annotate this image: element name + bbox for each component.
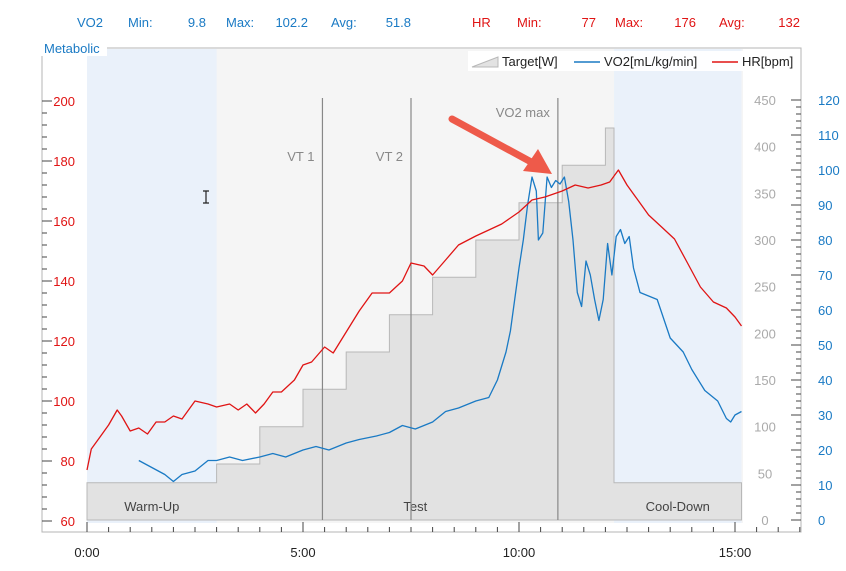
vo2-tick-label: 20 (818, 443, 832, 458)
vo2-tick-label: 100 (818, 163, 840, 178)
hr-avg-label: Avg: (719, 15, 745, 30)
phase-band (87, 49, 217, 523)
vo2-tick-label: 110 (818, 128, 839, 143)
vo2-label: VO2 (77, 15, 104, 30)
hr-label: HR (472, 15, 491, 30)
legend-label-vo2: VO2[mL/kg/min] (604, 54, 697, 69)
legend-label-target: Target[W] (502, 54, 558, 69)
marker-label: VT 1 (287, 149, 314, 164)
vo2-tick-label: 90 (818, 198, 832, 213)
target-tick-label: 300 (754, 233, 776, 248)
hr-avg-value: 132 (778, 15, 800, 30)
plot-frame (41, 47, 802, 533)
target-tick-label: 350 (754, 186, 776, 201)
annotation-arrowhead (523, 149, 552, 174)
vo2-series-line (138, 176, 742, 483)
hr-tick-label: 180 (53, 154, 75, 169)
annotation-arrow (448, 115, 537, 167)
hr-tick-label: 140 (53, 274, 75, 289)
hr-tick-label: 120 (53, 334, 75, 349)
hr-tick-label: 100 (53, 394, 75, 409)
legend-label-hr: HR[bpm] (742, 54, 793, 69)
target-tick-label: 250 (754, 280, 776, 295)
hr-min-value: 77 (581, 15, 596, 30)
target-tick-label: 450 (754, 93, 776, 108)
vo2-min-label: Min: (128, 15, 153, 30)
x-tick-label: 0:00 (74, 545, 99, 560)
vo2-max-value: 102.2 (275, 15, 308, 30)
target-tick-label: 100 (754, 420, 776, 435)
phase-label: Test (403, 499, 427, 514)
vo2-tick-label: 40 (818, 373, 832, 388)
vo2-tick-label: 120 (818, 93, 840, 108)
hr-tick-label: 160 (53, 214, 75, 229)
hr-series-line (86, 169, 743, 471)
target-tick-label: 150 (754, 373, 776, 388)
hr-min-label: Min: (517, 15, 542, 30)
vo2-max-label: Max: (226, 15, 255, 30)
target-tick-label: 400 (754, 140, 776, 155)
hr-tick-label: 80 (61, 454, 75, 469)
hr-max-label: Max: (615, 15, 644, 30)
target-tick-label: 0 (761, 513, 768, 528)
vo2-tick-label: 50 (818, 338, 832, 353)
x-tick-label: 5:00 (290, 545, 315, 560)
marker-label: VO2 max (496, 105, 551, 120)
vo2-avg-value: 51.8 (385, 15, 411, 30)
target-tick-label: 200 (754, 326, 776, 341)
stats-bar: VO2 Min: 9.8 Max: 102.2 Avg: 51.8 HR Min… (0, 0, 846, 40)
vo2-tick-label: 70 (818, 268, 832, 283)
hr-tick-label: 60 (61, 514, 75, 529)
x-tick-label: 10:00 (503, 545, 536, 560)
panel-title: Metabolic (44, 41, 100, 56)
legend-swatch-target (471, 56, 499, 68)
legend-background (468, 51, 793, 71)
phase-label: Warm-Up (124, 499, 179, 514)
vo2-tick-label: 80 (818, 233, 832, 248)
text-cursor-icon (203, 190, 209, 204)
hr-max-value: 176 (674, 15, 696, 30)
vo2-min-value: 9.8 (187, 15, 206, 30)
x-tick-label: 15:00 (719, 545, 752, 560)
vo2-tick-label: 30 (818, 408, 832, 423)
target-area (86, 127, 743, 521)
phase-band (614, 49, 742, 523)
vo2-tick-label: 0 (818, 513, 825, 528)
vo2-tick-label: 60 (818, 303, 832, 318)
vo2-avg-label: Avg: (331, 15, 357, 30)
marker-label: VT 2 (376, 149, 403, 164)
phase-label: Cool-Down (646, 499, 710, 514)
vo2-tick-label: 10 (818, 478, 832, 493)
panel-title-background (41, 41, 107, 56)
hr-tick-label: 200 (53, 94, 75, 109)
target-tick-label: 50 (758, 466, 772, 481)
